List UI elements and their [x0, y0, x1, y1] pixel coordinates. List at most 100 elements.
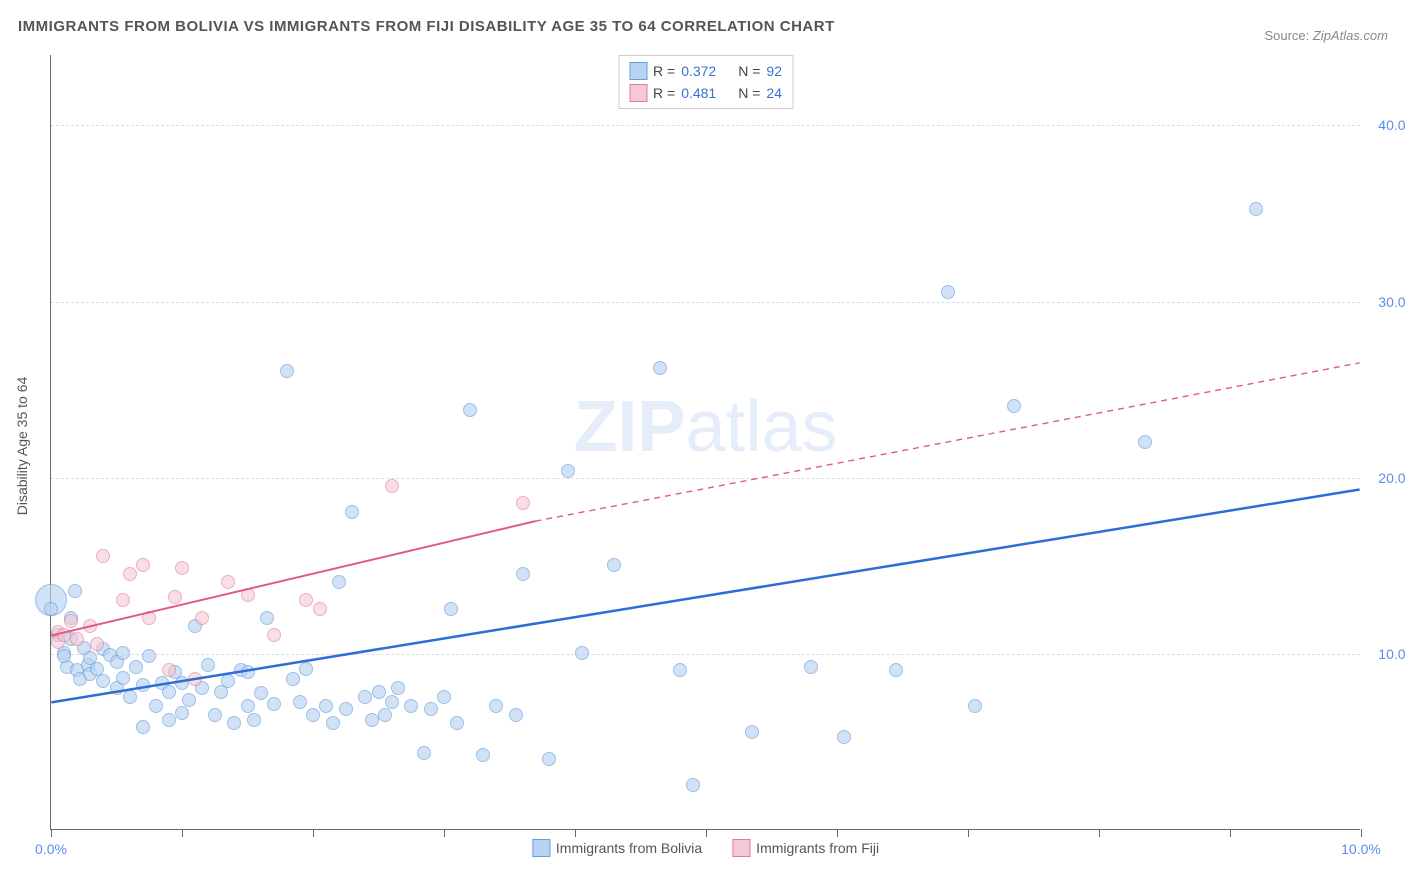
point-bolivia[interactable]: [221, 674, 235, 688]
point-bolivia[interactable]: [280, 364, 294, 378]
point-bolivia[interactable]: [437, 690, 451, 704]
point-bolivia[interactable]: [1138, 435, 1152, 449]
point-bolivia[interactable]: [339, 702, 353, 716]
point-fiji[interactable]: [83, 619, 97, 633]
x-tick: [313, 829, 314, 837]
point-bolivia[interactable]: [142, 649, 156, 663]
point-bolivia[interactable]: [837, 730, 851, 744]
legend-item-bolivia[interactable]: Immigrants from Bolivia: [532, 839, 702, 857]
point-bolivia[interactable]: [1249, 202, 1263, 216]
point-fiji[interactable]: [385, 479, 399, 493]
point-fiji[interactable]: [123, 567, 137, 581]
point-fiji[interactable]: [221, 575, 235, 589]
point-fiji[interactable]: [241, 588, 255, 602]
point-fiji[interactable]: [96, 549, 110, 563]
point-bolivia[interactable]: [424, 702, 438, 716]
point-fiji[interactable]: [516, 496, 530, 510]
point-bolivia[interactable]: [968, 699, 982, 713]
point-bolivia[interactable]: [365, 713, 379, 727]
point-bolivia[interactable]: [293, 695, 307, 709]
point-bolivia[interactable]: [1007, 399, 1021, 413]
point-bolivia[interactable]: [175, 706, 189, 720]
trend-line-dashed: [535, 363, 1359, 521]
point-bolivia[interactable]: [136, 720, 150, 734]
point-bolivia[interactable]: [241, 699, 255, 713]
point-bolivia[interactable]: [123, 690, 137, 704]
point-bolivia[interactable]: [129, 660, 143, 674]
point-bolivia[interactable]: [417, 746, 431, 760]
point-bolivia[interactable]: [326, 716, 340, 730]
point-bolivia[interactable]: [941, 285, 955, 299]
point-bolivia[interactable]: [391, 681, 405, 695]
point-bolivia[interactable]: [57, 649, 71, 663]
point-fiji[interactable]: [162, 663, 176, 677]
point-bolivia[interactable]: [372, 685, 386, 699]
x-tick: [1361, 829, 1362, 837]
point-fiji[interactable]: [116, 593, 130, 607]
point-fiji[interactable]: [195, 611, 209, 625]
point-bolivia[interactable]: [889, 663, 903, 677]
point-bolivia[interactable]: [463, 403, 477, 417]
legend-stats-row-bolivia: R = 0.372 N = 92: [629, 60, 782, 82]
point-fiji[interactable]: [136, 558, 150, 572]
point-bolivia[interactable]: [404, 699, 418, 713]
point-bolivia[interactable]: [286, 672, 300, 686]
legend-item-fiji[interactable]: Immigrants from Fiji: [732, 839, 879, 857]
point-bolivia[interactable]: [96, 674, 110, 688]
point-fiji[interactable]: [168, 590, 182, 604]
point-bolivia[interactable]: [299, 662, 313, 676]
point-bolivia[interactable]: [653, 361, 667, 375]
point-bolivia[interactable]: [44, 602, 58, 616]
point-fiji[interactable]: [64, 614, 78, 628]
point-bolivia[interactable]: [68, 584, 82, 598]
point-bolivia[interactable]: [489, 699, 503, 713]
point-bolivia[interactable]: [227, 716, 241, 730]
point-bolivia[interactable]: [267, 697, 281, 711]
point-fiji[interactable]: [57, 628, 71, 642]
point-bolivia[interactable]: [116, 646, 130, 660]
point-fiji[interactable]: [142, 611, 156, 625]
point-bolivia[interactable]: [306, 708, 320, 722]
point-bolivia[interactable]: [116, 671, 130, 685]
point-bolivia[interactable]: [561, 464, 575, 478]
point-fiji[interactable]: [70, 632, 84, 646]
point-fiji[interactable]: [267, 628, 281, 642]
point-bolivia[interactable]: [136, 678, 150, 692]
point-fiji[interactable]: [90, 637, 104, 651]
point-bolivia[interactable]: [575, 646, 589, 660]
point-bolivia[interactable]: [182, 693, 196, 707]
point-bolivia[interactable]: [476, 748, 490, 762]
point-bolivia[interactable]: [542, 752, 556, 766]
source-link[interactable]: Source: ZipAtlas.com: [1264, 28, 1388, 43]
point-bolivia[interactable]: [385, 695, 399, 709]
point-bolivia[interactable]: [607, 558, 621, 572]
r-value-fiji: 0.481: [681, 85, 716, 101]
point-bolivia[interactable]: [450, 716, 464, 730]
point-bolivia[interactable]: [804, 660, 818, 674]
point-bolivia[interactable]: [254, 686, 268, 700]
point-bolivia[interactable]: [686, 778, 700, 792]
point-bolivia[interactable]: [745, 725, 759, 739]
point-bolivia[interactable]: [319, 699, 333, 713]
point-bolivia[interactable]: [378, 708, 392, 722]
point-bolivia[interactable]: [247, 713, 261, 727]
point-bolivia[interactable]: [208, 708, 222, 722]
point-fiji[interactable]: [313, 602, 327, 616]
point-fiji[interactable]: [299, 593, 313, 607]
point-bolivia[interactable]: [444, 602, 458, 616]
point-bolivia[interactable]: [162, 713, 176, 727]
point-bolivia[interactable]: [509, 708, 523, 722]
point-bolivia[interactable]: [175, 676, 189, 690]
point-bolivia[interactable]: [516, 567, 530, 581]
point-bolivia[interactable]: [358, 690, 372, 704]
point-bolivia[interactable]: [149, 699, 163, 713]
point-bolivia[interactable]: [201, 658, 215, 672]
point-bolivia[interactable]: [241, 665, 255, 679]
point-bolivia[interactable]: [673, 663, 687, 677]
point-bolivia[interactable]: [332, 575, 346, 589]
point-fiji[interactable]: [175, 561, 189, 575]
point-bolivia[interactable]: [345, 505, 359, 519]
point-bolivia[interactable]: [162, 685, 176, 699]
point-fiji[interactable]: [188, 672, 202, 686]
point-bolivia[interactable]: [260, 611, 274, 625]
